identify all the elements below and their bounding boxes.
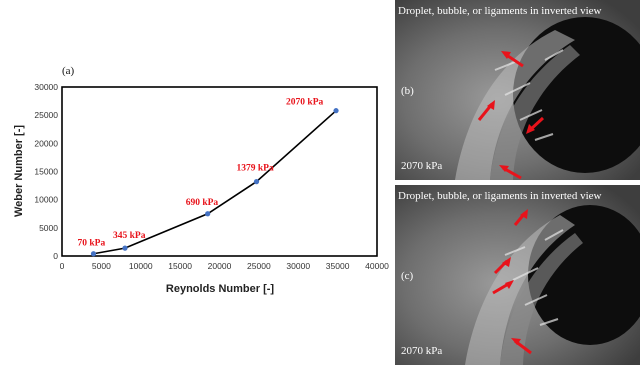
x-tick-label: 20000	[208, 261, 232, 271]
weber-reynolds-chart: (a) 0 5000 10000 15000 20000 25000 30000 35000 4…	[13, 65, 389, 295]
y-tick-label: 25000	[34, 110, 58, 120]
data-point	[253, 179, 260, 185]
red-arrows-b	[477, 51, 545, 180]
y-tick-labels: 0 5000 10000 15000 20000 25000 30000	[34, 82, 58, 261]
point-label: 70 kPa	[78, 239, 106, 249]
panel-label: (a)	[62, 65, 75, 77]
photo-caption-b: Droplet, bubble, or ligaments in inverte…	[398, 5, 602, 17]
x-tick-label: 10000	[129, 261, 153, 271]
point-label: 690 kPa	[186, 198, 219, 208]
photo-letter-b: (b)	[401, 85, 414, 97]
photo-caption-c: Droplet, bubble, or ligaments in inverte…	[398, 190, 602, 202]
point-labels: 70 kPa 345 kPa 690 kPa 1379 kPa 2070 kPa	[78, 98, 324, 249]
data-markers	[90, 108, 339, 257]
spray-image-b	[395, 0, 640, 180]
x-tick-label: 15000	[168, 261, 192, 271]
data-point	[122, 245, 128, 251]
data-point	[205, 211, 211, 217]
photo-pressure-b: 2070 kPa	[401, 160, 443, 172]
x-tick-label: 5000	[92, 261, 111, 271]
red-arrows-c	[492, 209, 532, 355]
x-tick-label: 30000	[286, 261, 310, 271]
point-label: 1379 kPa	[237, 164, 274, 174]
x-tick-label: 40000	[365, 261, 389, 271]
x-tick-labels: 0 5000 10000 15000 20000 25000 30000 35000 40000	[60, 261, 389, 271]
point-label: 345 kPa	[113, 231, 146, 241]
y-tick-label: 20000	[34, 138, 58, 148]
point-label: 2070 kPa	[286, 98, 323, 108]
y-tick-label: 0	[53, 251, 58, 261]
y-tick-label: 5000	[39, 223, 58, 233]
plot-frame	[61, 86, 378, 257]
x-axis-title: Reynolds Number [-]	[166, 283, 275, 295]
photo-letter-c: (c)	[401, 270, 414, 282]
data-point	[90, 251, 97, 257]
y-tick-label: 10000	[34, 195, 58, 205]
photo-pressure-c: 2070 kPa	[401, 345, 443, 357]
photo-panel-b: Droplet, bubble, or ligaments in inverte…	[395, 0, 640, 180]
y-tick-label: 30000	[34, 82, 58, 92]
x-tick-label: 35000	[326, 261, 350, 271]
spray-image-c	[395, 185, 640, 365]
y-tick-label: 15000	[34, 167, 58, 177]
x-tick-label: 0	[60, 261, 65, 271]
x-tick-label: 25000	[247, 261, 271, 271]
y-axis-title: Weber Number [-]	[13, 125, 25, 217]
data-point	[333, 108, 339, 114]
photo-panel-c: Droplet, bubble, or ligaments in inverte…	[395, 185, 640, 365]
